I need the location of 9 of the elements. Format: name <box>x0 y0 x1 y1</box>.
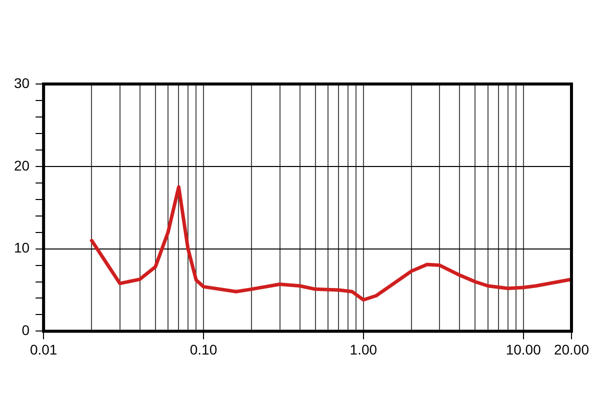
x-tick-label: 0.01 <box>30 341 58 358</box>
y-tick-label: 20 <box>14 157 30 174</box>
x-tick-label: 10.00 <box>506 341 542 358</box>
x-tick-label: 20.00 <box>554 341 590 358</box>
y-tick-label: 0 <box>22 322 30 338</box>
x-tick-label: 1.00 <box>350 341 378 358</box>
y-tick-label: 10 <box>14 240 30 256</box>
x-tick-label: 0.10 <box>190 341 218 358</box>
y-tick-label: 30 <box>14 74 30 91</box>
